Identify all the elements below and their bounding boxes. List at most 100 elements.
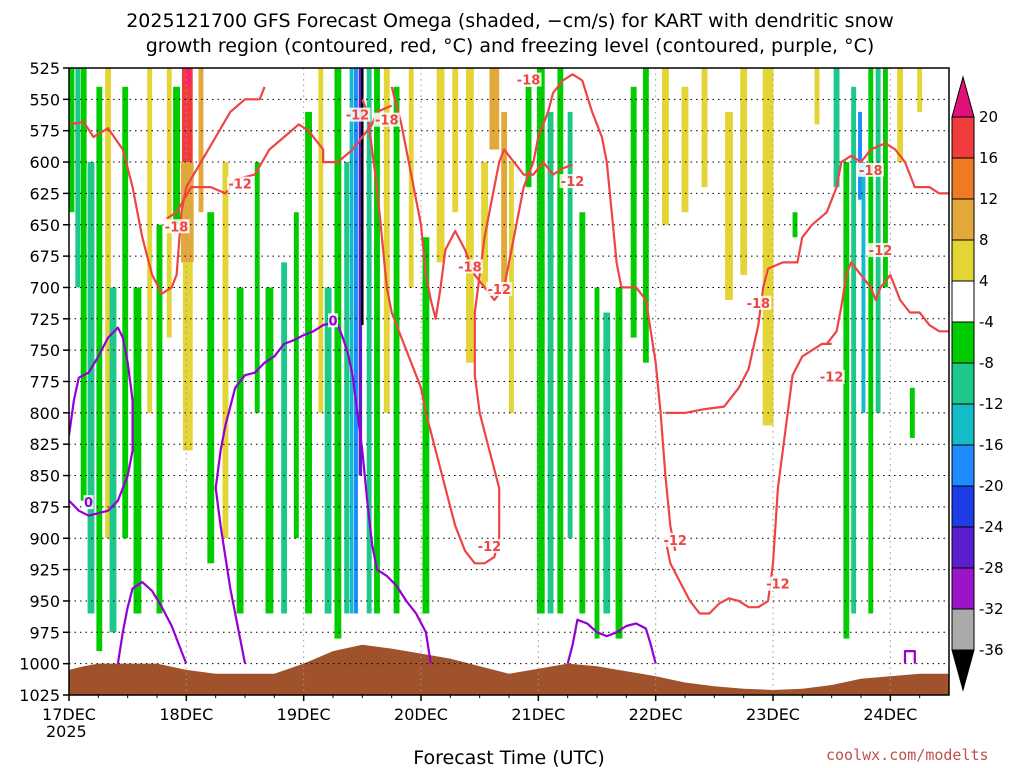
freezing-contour-4 [903, 650, 916, 664]
y-tick-label-775: 775 [29, 373, 60, 392]
omega-band-22 [265, 287, 274, 614]
omega-band-12 [173, 86, 180, 225]
omega-band-4 [96, 86, 103, 652]
y-tick-label-1025: 1025 [19, 686, 60, 705]
omega-band-24 [293, 212, 299, 539]
colorbar-swatch-3 [951, 239, 975, 282]
red-contour-label-2: -12 [346, 109, 370, 124]
red-contour-label-10: -18 [747, 297, 771, 312]
red-contour-4 [665, 142, 949, 414]
omega-band-51 [567, 111, 573, 539]
omega-band-43 [481, 162, 488, 288]
freezing-contour-label-0-bg [83, 495, 94, 510]
colorbar-tick--20: -20 [979, 477, 1004, 495]
omega-band-26 [318, 68, 324, 413]
omega-band-3 [87, 162, 95, 614]
x-tick-label-21DEC: 21DEC [511, 705, 565, 724]
omega-band-42 [465, 68, 474, 363]
dendritic-growth-contours [69, 73, 949, 615]
omega-band-40 [436, 68, 445, 263]
y-tick-label-750: 750 [29, 341, 60, 360]
colorbar-tick-12: 12 [979, 190, 998, 208]
y-tick-label-1000: 1000 [19, 655, 60, 674]
x-tick-label-22DEC: 22DEC [629, 705, 683, 724]
y-axis: 525 550 575 600 625 650 675 700 725 750 775 800 825 8… [19, 59, 69, 705]
omega-band-0 [69, 68, 75, 213]
terrain-area [69, 644, 949, 695]
colorbar-swatch-6 [951, 362, 975, 405]
red-contour-label-9: -12 [663, 534, 687, 549]
omega-shading-layer [69, 68, 923, 652]
omega-band-19 [222, 162, 229, 539]
red-contour-label-12-bg [818, 369, 845, 384]
red-contour-label-13: -18 [859, 164, 883, 179]
omega-band-25 [305, 111, 312, 614]
omega-band-35 [374, 68, 380, 614]
red-contour-label-3-bg [373, 112, 400, 127]
omega-band-16 [182, 262, 193, 451]
red-contour-label-7-bg [559, 174, 586, 189]
omega-band-49 [547, 111, 554, 614]
red-contour-label-8-bg [476, 539, 503, 554]
omega-band-2 [80, 68, 87, 501]
colorbar-swatch-2 [951, 198, 975, 241]
chart-title-line-2: growth region (contoured, red, °C) and f… [146, 35, 875, 57]
colorbar-tick--12: -12 [979, 395, 1004, 413]
freezing-level-contours [69, 321, 916, 665]
omega-band-66 [833, 68, 840, 188]
x-tick-label-24DEC: 24DEC [863, 705, 917, 724]
red-contour-0 [69, 86, 266, 295]
red-contour-label-1: -18 [165, 220, 189, 235]
omega-band-72 [875, 68, 881, 413]
red-contour-1 [166, 104, 393, 220]
y-tick-label-625: 625 [29, 184, 60, 203]
omega-band-69 [858, 111, 862, 200]
omega-band-33 [361, 68, 364, 326]
omega-band-60 [701, 68, 708, 188]
omega-band-39 [422, 237, 430, 614]
omega-band-31 [354, 68, 358, 614]
x-tick-label-20DEC: 20DEC [394, 705, 448, 724]
omega-band-28 [334, 68, 342, 639]
omega-band-37 [393, 86, 400, 614]
omega-band-52 [579, 212, 586, 614]
omega-band-59 [681, 86, 689, 213]
omega-band-67 [843, 162, 850, 639]
red-contour-6 [825, 261, 949, 345]
omega-band-20 [236, 287, 244, 614]
red-contour-label-14-bg [867, 243, 894, 258]
colorbar-swatch-12 [951, 608, 975, 651]
y-tick-label-525: 525 [29, 59, 60, 78]
freezing-contour-1 [116, 581, 188, 665]
omega-band-68 [851, 86, 857, 614]
colorbar-swatch-1 [951, 157, 975, 200]
red-contour-label-8: -12 [478, 540, 502, 555]
omega-band-75 [909, 387, 915, 438]
omega-band-73 [883, 68, 888, 288]
colorbar-tick-16: 16 [979, 149, 998, 167]
colorbar-swatch-10 [951, 526, 975, 569]
colorbar-tick--32: -32 [979, 600, 1004, 618]
colorbar-tick--8: -8 [979, 354, 994, 372]
red-contour-2 [361, 98, 573, 565]
omega-band-14 [185, 68, 191, 87]
red-contour-label-3: -18 [375, 114, 399, 129]
x-tick-label-17DEC: 17DEC [42, 705, 96, 724]
red-contour-label-13-bg [857, 162, 884, 177]
omega-band-27 [324, 287, 332, 614]
y-tick-label-650: 650 [29, 216, 60, 235]
colorbar-tick--16: -16 [979, 436, 1004, 454]
red-contour-label-11: -12 [766, 578, 790, 593]
red-contour-label-11-bg [764, 576, 791, 591]
freezing-contour-0 [69, 326, 134, 517]
omega-band-71 [868, 68, 874, 614]
colorbar-swatch-0 [951, 116, 975, 159]
omega-band-29 [344, 162, 350, 614]
omega-band-34 [366, 68, 372, 614]
red-contour-label-6: -18 [517, 74, 541, 89]
omega-band-13 [181, 68, 193, 163]
omega-band-58 [662, 68, 669, 225]
colorbar-tick-8: 8 [979, 231, 989, 249]
omega-band-1 [75, 68, 81, 288]
